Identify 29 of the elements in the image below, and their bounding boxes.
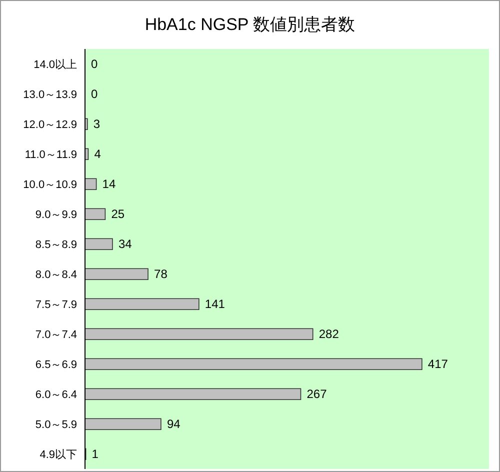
data-label: 14: [102, 177, 116, 192]
y-tick-label: 6.0～6.4: [35, 388, 77, 401]
y-tick-label: 11.0～11.9: [24, 148, 77, 161]
data-label: 0: [91, 87, 98, 102]
chart-title: HbA1c NGSP 数値別患者数: [144, 14, 356, 36]
y-tick-label: 4.9以下: [40, 448, 77, 461]
y-tick-label: 6.5～6.9: [35, 358, 77, 371]
y-tick-label: 14.0以上: [34, 58, 77, 71]
data-label: 4: [94, 147, 102, 162]
data-label: 0: [91, 57, 98, 72]
y-tick-label: 7.0～7.4: [35, 328, 77, 341]
data-label: 78: [154, 267, 168, 282]
y-tick-label: 7.5～7.9: [35, 298, 77, 311]
data-label: 267: [306, 387, 328, 402]
y-tick-label: 8.0～8.4: [35, 268, 77, 281]
y-tick-label: 10.0～10.9: [23, 178, 77, 191]
data-label: 94: [166, 417, 181, 432]
data-label: 3: [93, 117, 100, 132]
data-label: 1: [92, 447, 99, 462]
data-label: 417: [428, 357, 448, 372]
y-tick-label: 13.0～13.9: [23, 88, 77, 101]
data-label: 282: [318, 327, 340, 342]
data-label: 25: [111, 207, 125, 222]
y-tick-label: 9.0～9.9: [35, 208, 77, 221]
y-tick-label: 8.5～8.9: [35, 238, 77, 251]
data-label: 34: [118, 237, 132, 252]
y-tick-label: 12.0～12.9: [23, 118, 77, 131]
data-label: 141: [204, 297, 226, 312]
y-tick-label: 5.0～5.9: [35, 418, 77, 431]
